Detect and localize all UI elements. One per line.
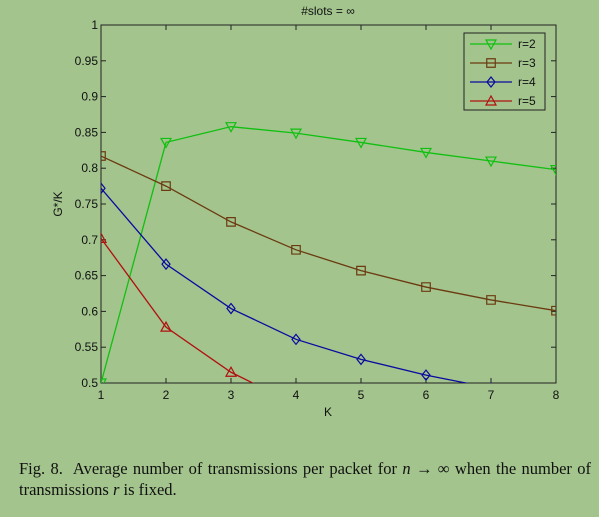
legend-item: r=3 bbox=[470, 56, 536, 70]
series-r=5 bbox=[101, 232, 255, 383]
x-tick-label: 3 bbox=[228, 388, 235, 402]
y-tick-label: 0.75 bbox=[75, 197, 99, 211]
data-point bbox=[224, 122, 238, 133]
y-tick-label: 0.65 bbox=[75, 269, 99, 283]
data-point bbox=[101, 182, 106, 195]
data-point bbox=[226, 217, 236, 227]
caption-text-a: Average number of transmissions per pack… bbox=[72, 459, 403, 478]
data-point bbox=[354, 137, 368, 149]
chart-title: #slots = ∞ bbox=[301, 4, 355, 18]
caption-math-arrow: → ∞ bbox=[410, 459, 450, 478]
data-point bbox=[159, 137, 173, 149]
y-tick-label: 0.9 bbox=[81, 90, 98, 104]
series-line bbox=[101, 187, 470, 383]
legend-box bbox=[463, 32, 546, 111]
x-tick-label: 8 bbox=[553, 388, 560, 402]
legend-item: r=4 bbox=[470, 75, 536, 89]
legend-label: r=2 bbox=[518, 37, 536, 51]
y-tick-label: 0.55 bbox=[75, 340, 99, 354]
series-line bbox=[101, 237, 255, 383]
y-axis: 0.5 0.55 0.6 0.65 0.7 0.75 0.8 0.85 0.9 0.95 1 bbox=[75, 18, 556, 390]
data-point bbox=[101, 232, 108, 243]
x-tick-label: 7 bbox=[488, 388, 495, 402]
data-point bbox=[161, 181, 171, 191]
data-point bbox=[551, 305, 556, 316]
chart: #slots = ∞ 0.50.550.60.650.70.750.80.850… bbox=[51, 4, 560, 419]
legend-label: r=3 bbox=[518, 56, 536, 70]
data-point bbox=[421, 282, 431, 292]
x-axis: 1 2 3 4 5 6 7 8 bbox=[98, 25, 560, 402]
y-tick-label: 0.5 bbox=[81, 376, 98, 390]
data-point bbox=[159, 320, 173, 332]
caption-text-c: is fixed. bbox=[119, 480, 177, 499]
series-r=2 bbox=[101, 122, 556, 383]
legend: r=2 r=3 r=4 r=5 bbox=[463, 32, 546, 111]
y-tick-label: 1 bbox=[91, 18, 98, 32]
data-point bbox=[289, 128, 303, 140]
figure-caption: Fig. 8. Average number of transmissions p… bbox=[19, 458, 591, 500]
x-tick-label: 4 bbox=[293, 388, 300, 402]
series-line bbox=[101, 155, 556, 312]
data-point bbox=[549, 165, 556, 176]
legend-label: r=5 bbox=[518, 94, 536, 108]
legend-label: r=4 bbox=[518, 75, 536, 89]
series-r=3 bbox=[101, 151, 556, 316]
caption-label: Fig. 8. bbox=[19, 459, 63, 478]
y-axis-label: G*/K bbox=[51, 191, 65, 216]
legend-item: r=2 bbox=[470, 37, 536, 51]
legend-marker bbox=[486, 58, 496, 68]
legend-marker bbox=[484, 94, 498, 106]
y-tick-label: 0.7 bbox=[81, 233, 98, 247]
x-tick-label: 6 bbox=[423, 388, 430, 402]
data-point bbox=[161, 258, 171, 271]
x-axis-label: K bbox=[324, 405, 332, 419]
data-point bbox=[356, 353, 366, 366]
x-tick-label: 1 bbox=[98, 388, 105, 402]
x-tick-label: 5 bbox=[358, 388, 365, 402]
data-point bbox=[226, 302, 236, 315]
legend-item: r=5 bbox=[470, 94, 536, 108]
data-point bbox=[291, 244, 301, 255]
legend-marker bbox=[486, 76, 496, 88]
series-r=4 bbox=[101, 182, 492, 383]
data-point bbox=[224, 366, 238, 377]
data-point bbox=[484, 156, 498, 168]
legend-marker bbox=[484, 39, 498, 51]
series-group bbox=[101, 122, 556, 383]
y-tick-label: 0.8 bbox=[81, 161, 98, 175]
y-tick-label: 0.6 bbox=[81, 304, 98, 318]
data-point bbox=[421, 369, 431, 382]
data-point bbox=[101, 151, 106, 161]
data-point bbox=[419, 147, 433, 159]
y-tick-label: 0.85 bbox=[75, 125, 99, 139]
x-tick-label: 2 bbox=[163, 388, 170, 402]
caption-math-r: r bbox=[112, 480, 120, 499]
caption-text-b: when the number of transmissions bbox=[19, 459, 592, 499]
caption-math-n: n bbox=[402, 459, 411, 478]
data-point bbox=[486, 295, 496, 305]
series-line bbox=[101, 126, 556, 383]
data-point bbox=[356, 265, 366, 276]
y-tick-label: 0.95 bbox=[75, 54, 99, 68]
data-point bbox=[291, 333, 301, 346]
